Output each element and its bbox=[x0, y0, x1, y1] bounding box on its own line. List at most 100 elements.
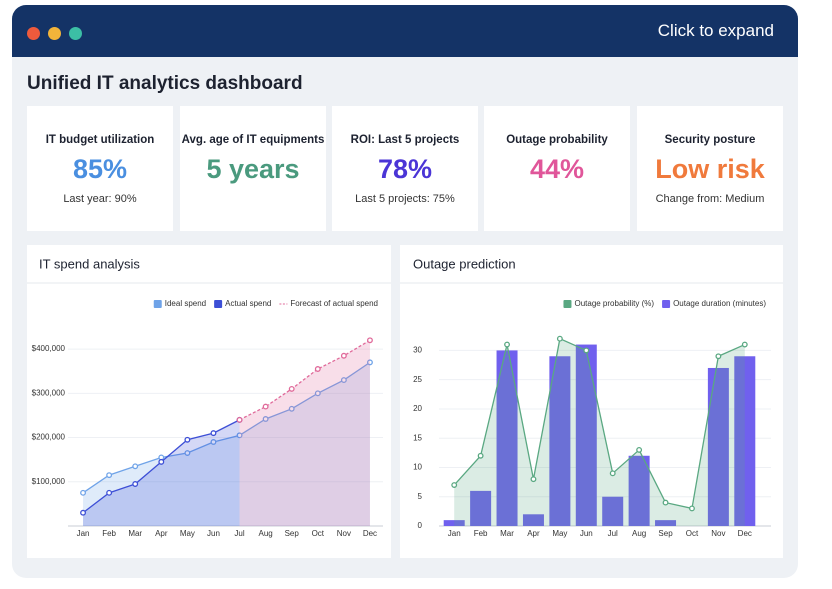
point bbox=[477, 452, 484, 459]
point bbox=[288, 405, 295, 412]
y-tick-label: $400,000 bbox=[32, 344, 66, 353]
line bbox=[82, 361, 371, 494]
close-dot[interactable] bbox=[27, 27, 40, 40]
legend-label: Outage duration (minutes) bbox=[673, 299, 766, 308]
bar bbox=[549, 356, 571, 526]
y-tick-label: $300,000 bbox=[32, 388, 66, 397]
line bbox=[239, 339, 371, 421]
bar bbox=[734, 356, 756, 526]
point bbox=[504, 341, 510, 348]
kpi-label: Security posture bbox=[664, 134, 756, 146]
point bbox=[715, 353, 722, 360]
kpi-card: Security posture Low risk Change from: Med… bbox=[637, 106, 783, 231]
bar bbox=[707, 367, 729, 526]
x-tick-label: Nov bbox=[337, 529, 351, 538]
kpi-label: Avg. age of IT equipments bbox=[181, 134, 325, 146]
point bbox=[132, 481, 139, 487]
point bbox=[609, 470, 616, 477]
x-tick-label: Jun bbox=[580, 529, 593, 538]
expand-button[interactable]: Click to expand bbox=[657, 21, 774, 40]
bar bbox=[522, 514, 544, 526]
point bbox=[210, 430, 217, 437]
point bbox=[367, 337, 373, 344]
legend-label: Forecast of actual spend bbox=[290, 299, 378, 308]
point bbox=[314, 366, 321, 372]
y-tick-label: 20 bbox=[413, 404, 422, 413]
kpi-card: Outage probability 44% bbox=[484, 106, 630, 231]
point bbox=[314, 390, 321, 397]
bar bbox=[575, 344, 597, 526]
point bbox=[340, 377, 347, 384]
point bbox=[367, 359, 373, 366]
point bbox=[184, 450, 191, 456]
point bbox=[262, 403, 269, 410]
minimize-dot[interactable] bbox=[48, 27, 61, 40]
legend-checkbox[interactable] bbox=[563, 300, 572, 308]
legend-label: Actual spend bbox=[225, 299, 271, 308]
legend-checkbox[interactable] bbox=[214, 300, 223, 308]
kpi-card: ROI: Last 5 projects 78% Last 5 projects: … bbox=[332, 106, 478, 231]
x-tick-label: Aug bbox=[632, 529, 646, 538]
point bbox=[662, 499, 669, 506]
kpi-note: Last 5 projects: 75% bbox=[355, 193, 455, 205]
x-tick-label: Mar bbox=[128, 529, 142, 538]
kpi-card: IT budget utilization 85% Last year: 90% bbox=[27, 106, 173, 231]
x-tick-label: Jul bbox=[234, 529, 244, 538]
x-tick-label: Apr bbox=[155, 529, 168, 538]
point bbox=[236, 416, 243, 423]
point bbox=[340, 352, 347, 359]
x-tick-label: Oct bbox=[312, 529, 325, 538]
y-tick-label: $200,000 bbox=[32, 433, 66, 442]
kpi-note: Last year: 90% bbox=[63, 193, 137, 205]
kpi-value: 44% bbox=[529, 154, 585, 184]
point bbox=[210, 439, 217, 445]
maximize-dot[interactable] bbox=[69, 27, 82, 40]
title-bar: Click to expand bbox=[12, 5, 798, 57]
point bbox=[236, 432, 243, 439]
kpi-value: 5 years bbox=[206, 154, 300, 184]
legend-label: Ideal spend bbox=[165, 299, 206, 308]
area-fill bbox=[454, 338, 745, 526]
y-tick-label: 25 bbox=[413, 375, 422, 384]
dashboard-title: Unified IT analytics dashboard bbox=[27, 73, 303, 94]
y-tick-label: 10 bbox=[413, 463, 422, 472]
point bbox=[106, 472, 113, 479]
x-tick-label: Sep bbox=[658, 529, 673, 538]
x-tick-label: May bbox=[552, 529, 567, 538]
x-tick-label: Jul bbox=[608, 529, 618, 538]
x-tick-label: Dec bbox=[363, 529, 377, 538]
y-tick-label: 5 bbox=[418, 492, 423, 501]
point bbox=[689, 505, 695, 512]
area-fill bbox=[83, 419, 240, 526]
x-tick-label: Feb bbox=[102, 529, 116, 538]
kpi-label: Outage probability bbox=[506, 134, 608, 146]
area-fill bbox=[83, 362, 370, 526]
bar bbox=[602, 496, 624, 526]
line bbox=[453, 337, 746, 510]
point bbox=[556, 335, 563, 342]
chart-title: Outage prediction bbox=[413, 256, 516, 271]
point bbox=[288, 385, 295, 392]
kpi-note: Change from: Medium bbox=[655, 193, 765, 205]
bar bbox=[628, 455, 650, 526]
x-tick-label: Jan bbox=[77, 529, 90, 538]
kpi-value: 85% bbox=[72, 154, 128, 184]
chart-title: IT spend analysis bbox=[39, 256, 140, 271]
point bbox=[158, 458, 165, 465]
kpi-label: ROI: Last 5 projects bbox=[350, 134, 460, 146]
bar bbox=[470, 490, 492, 526]
legend-checkbox[interactable] bbox=[662, 300, 671, 308]
x-tick-label: Aug bbox=[259, 529, 273, 538]
bar bbox=[443, 520, 465, 526]
y-tick-label: 15 bbox=[413, 433, 422, 442]
y-tick-label: 30 bbox=[413, 346, 422, 355]
point bbox=[530, 476, 537, 483]
panel bbox=[27, 245, 391, 558]
point bbox=[80, 489, 86, 496]
x-tick-label: Mar bbox=[500, 529, 514, 538]
legend-checkbox[interactable] bbox=[153, 300, 162, 308]
kpi-value: Low risk bbox=[655, 154, 765, 184]
point bbox=[184, 436, 191, 443]
